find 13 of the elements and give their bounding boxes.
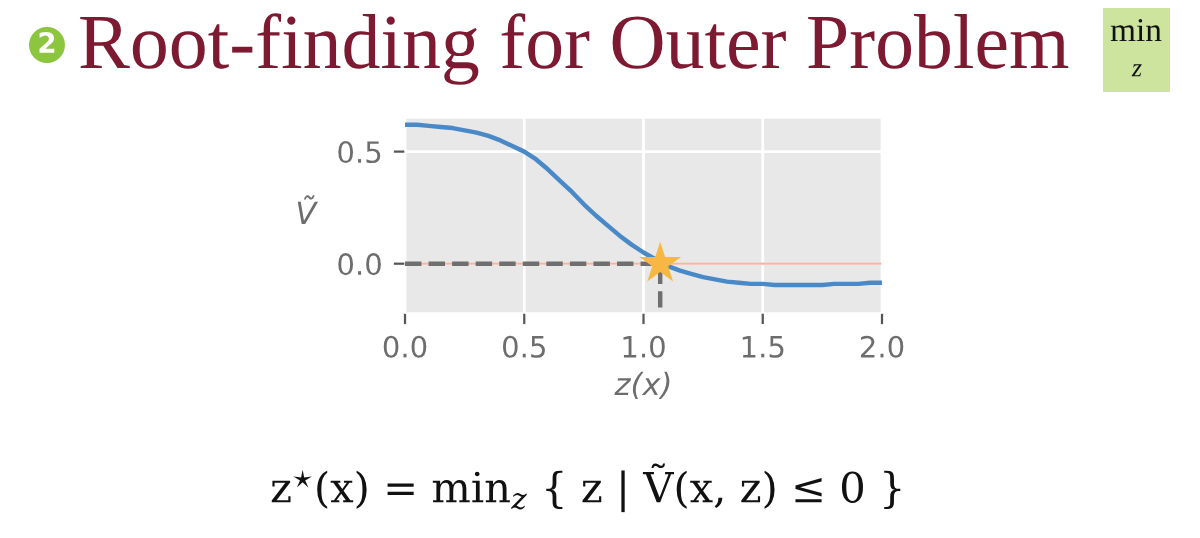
y-axis-title: Ṽ	[297, 195, 319, 224]
chart-title: Root-finding for Outer Problem	[80, 13, 1069, 85]
x-tick-label: 1.5	[742, 336, 784, 358]
x-tick-label: 2.0	[860, 335, 904, 358]
line-series	[405, 122, 882, 288]
text: min	[1110, 18, 1162, 42]
text: z$^{⋆}$(x) = min$_{z}$ { z | Ṽ(x, z) ≤ 0 }	[271, 463, 901, 513]
x-tick-label: 0.5	[502, 335, 545, 358]
x-tick-label: 1.0	[623, 335, 665, 358]
text: z	[1131, 64, 1142, 77]
text: 2	[39, 32, 55, 53]
x-tick-label: 0.0	[383, 335, 427, 358]
x-axis-title: z(x)	[614, 371, 670, 400]
